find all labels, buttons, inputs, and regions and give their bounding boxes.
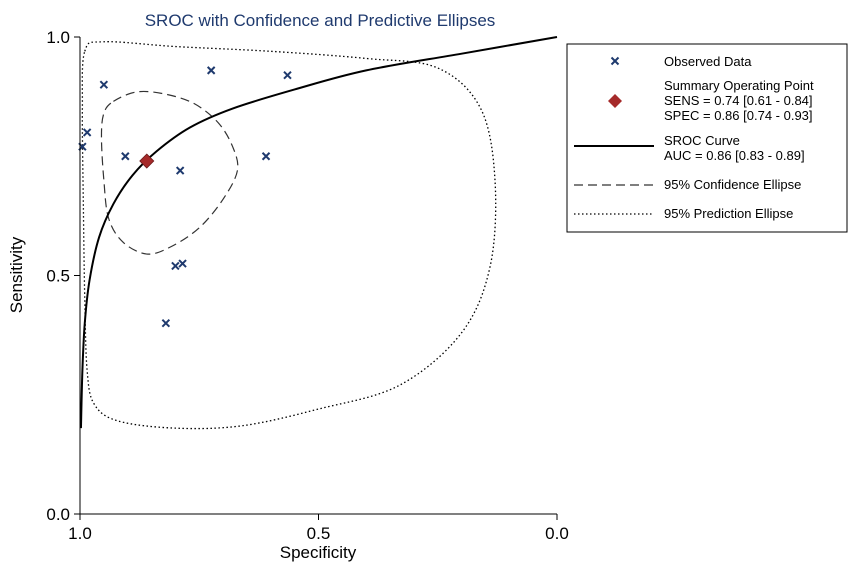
observed-data-point: [206, 66, 216, 75]
chart-title: SROC with Confidence and Predictive Elli…: [145, 11, 496, 30]
y-tick-label: 0.0: [46, 505, 70, 524]
observed-data-point: [178, 259, 187, 268]
observed-data-point: [261, 152, 271, 161]
x-tick-label: 0.5: [307, 524, 331, 543]
y-axis-label: Sensitivity: [7, 236, 26, 313]
y-tick-label: 1.0: [46, 28, 70, 47]
legend-summary-label: Summary Operating Point: [664, 78, 814, 93]
legend-summary-label: SPEC = 0.86 [0.74 - 0.93]: [664, 108, 813, 123]
legend-box: [566, 43, 848, 233]
observed-data-point: [171, 261, 180, 271]
observed-data-point: [161, 318, 171, 328]
legend-ci-label: 95% Confidence Ellipse: [664, 177, 801, 192]
legend-sroc-label: SROC Curve: [664, 133, 740, 148]
legend-observed-marker: [610, 56, 620, 66]
observed-data-point: [82, 128, 92, 137]
confidence-ellipse: [100, 90, 239, 255]
legend-observed-label: Observed Data: [664, 54, 752, 69]
legend: Observed Data Summary Operating PointSENS…: [566, 43, 848, 233]
x-axis-label: Specificity: [280, 543, 357, 562]
observed-data-point: [99, 80, 109, 89]
plot-area: [78, 36, 558, 430]
legend-pi-label: 95% Prediction Ellipse: [664, 206, 793, 221]
summary-operating-point: [139, 153, 155, 169]
legend-sroc-label: AUC = 0.86 [0.83 - 0.89]: [664, 148, 805, 163]
x-tick-label: 1.0: [68, 524, 92, 543]
legend-summary-label: SENS = 0.74 [0.61 - 0.84]: [664, 93, 813, 108]
prediction-ellipse: [81, 41, 497, 430]
observed-data-point: [175, 166, 185, 175]
sroc-curve: [79, 36, 558, 429]
observed-data-point: [283, 70, 292, 80]
y-tick-label: 0.5: [46, 267, 70, 286]
legend-summary-marker: [608, 94, 622, 108]
x-tick-label: 0.0: [545, 524, 569, 543]
axes: 1.0 0.5 0.0 0.0 0.5 1.0: [46, 28, 568, 543]
observed-data-point: [121, 152, 130, 161]
